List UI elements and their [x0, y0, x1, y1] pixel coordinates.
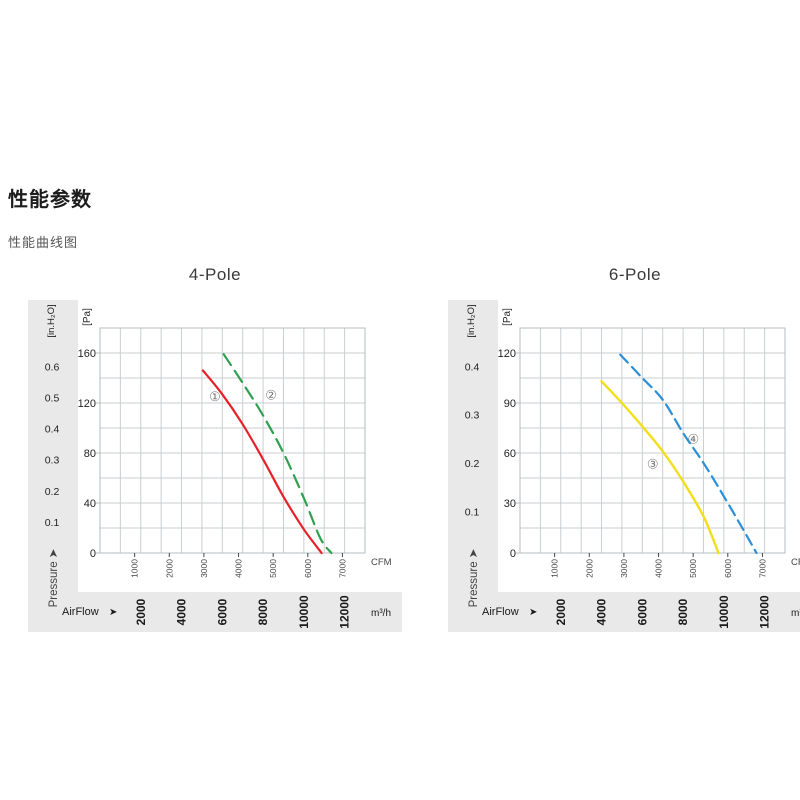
- svg-text:4000: 4000: [234, 559, 244, 578]
- cfm-unit-label: CFM: [791, 557, 800, 568]
- svg-text:160: 160: [78, 348, 96, 360]
- performance-curve-4pole: 0 40 80 120 160 [Pa] 0.1 0.2 0.3 0.4 0.5 0.6 [in.H₂O…: [28, 300, 402, 632]
- svg-text:1000: 1000: [130, 559, 140, 578]
- svg-text:5000: 5000: [268, 559, 278, 578]
- svg-text:0: 0: [90, 548, 96, 560]
- pressure-axis-label: Pressure ➤: [48, 548, 60, 607]
- svg-text:80: 80: [84, 448, 96, 460]
- inh2o-unit-label: [in.H₂O]: [46, 304, 57, 337]
- svg-text:4000: 4000: [654, 559, 664, 578]
- svg-text:0.1: 0.1: [465, 506, 480, 518]
- airflow-arrow-icon: ➤: [529, 607, 537, 618]
- airflow-unit-label: m³/h: [371, 608, 391, 619]
- performance-curve-6pole: 0 30 60 90 120 [Pa] 0.1 0.2 0.3 0.4 [in.H₂O] Pressu…: [448, 300, 800, 632]
- svg-text:40: 40: [84, 498, 96, 510]
- cfm-axis: 1000 2000 3000 4000 5000 6000 7000 CFM: [550, 553, 800, 578]
- svg-text:4000: 4000: [175, 598, 189, 625]
- svg-text:90: 90: [504, 398, 516, 410]
- svg-text:0.3: 0.3: [465, 410, 480, 422]
- svg-text:0: 0: [510, 548, 516, 560]
- svg-text:12000: 12000: [758, 595, 772, 629]
- svg-text:30: 30: [504, 498, 516, 510]
- airflow-axis-band: [28, 592, 402, 632]
- svg-text:0.2: 0.2: [45, 486, 60, 498]
- airflow-label: AirFlow: [482, 606, 519, 618]
- chart-6pole-title: 6-Pole: [608, 265, 662, 284]
- svg-text:6000: 6000: [303, 559, 313, 578]
- airflow-arrow-icon: ➤: [109, 607, 117, 618]
- airflow-axis-band: [448, 592, 800, 632]
- pa-axis: 0 40 80 120 160 [Pa]: [78, 308, 100, 560]
- curve-label-1: ③: [647, 457, 659, 472]
- inh2o-axis: 0.1 0.2 0.3 0.4 0.5 0.6 [in.H₂O]: [45, 304, 60, 529]
- airflow-label: AirFlow: [62, 606, 99, 618]
- svg-text:3000: 3000: [199, 559, 209, 578]
- svg-text:10000: 10000: [717, 595, 731, 629]
- svg-text:0.5: 0.5: [45, 392, 60, 404]
- curve-1: [600, 380, 720, 555]
- svg-text:7000: 7000: [757, 559, 767, 578]
- plot-border: [99, 327, 366, 554]
- svg-text:1000: 1000: [550, 559, 560, 578]
- svg-text:0.1: 0.1: [45, 517, 60, 529]
- svg-text:8000: 8000: [256, 598, 270, 625]
- svg-text:60: 60: [504, 448, 516, 460]
- pa-unit-label: [Pa]: [82, 308, 93, 326]
- curve-1: [201, 369, 323, 555]
- svg-text:0.3: 0.3: [45, 455, 60, 467]
- svg-text:5000: 5000: [688, 559, 698, 578]
- airflow-unit-label: m³/h: [791, 608, 800, 619]
- curve-label-2: ④: [687, 432, 699, 447]
- svg-text:8000: 8000: [676, 598, 690, 625]
- svg-text:2000: 2000: [134, 598, 148, 625]
- curve-2: [619, 353, 758, 555]
- svg-text:6000: 6000: [635, 598, 649, 625]
- chart-6pole: 6-Pole 0 30 60 90 120 [Pa] 0.1 0.2 0.3 0.4 [in.H₂O…: [442, 263, 800, 643]
- chart-4pole-title: 4-Pole: [188, 265, 242, 284]
- pressure-axis-label: Pressure ➤: [468, 548, 480, 607]
- curve-label-2: ②: [265, 388, 277, 403]
- page-title: 性能参数: [8, 189, 92, 211]
- pa-axis: 0 30 60 90 120 [Pa]: [498, 308, 520, 560]
- svg-text:6000: 6000: [723, 559, 733, 578]
- page-subtitle: 性能曲线图: [8, 235, 79, 250]
- svg-text:0.2: 0.2: [465, 458, 480, 470]
- airflow-axis: AirFlow ➤ 2000 4000 6000 8000 10000 12000 m³/h: [62, 595, 391, 629]
- svg-text:10000: 10000: [297, 595, 311, 629]
- grid: [519, 327, 786, 554]
- inh2o-unit-label: [in.H₂O]: [466, 304, 477, 337]
- svg-text:0.4: 0.4: [45, 424, 60, 436]
- svg-text:120: 120: [78, 398, 96, 410]
- svg-text:120: 120: [498, 348, 516, 360]
- chart-4pole: 4-Pole 0 40 80 120 160 [Pa] 0.1 0.2 0.3 0.4 0.5 0.6…: [22, 263, 408, 643]
- svg-text:2000: 2000: [554, 598, 568, 625]
- cfm-unit-label: CFM: [371, 557, 392, 568]
- curve-label-1: ①: [209, 389, 221, 404]
- svg-text:7000: 7000: [337, 559, 347, 578]
- curve-2: [222, 353, 333, 555]
- svg-text:6000: 6000: [215, 598, 229, 625]
- pa-unit-label: [Pa]: [502, 308, 513, 326]
- pressure-axis-band: [28, 300, 78, 632]
- svg-text:0.4: 0.4: [465, 361, 480, 373]
- svg-text:0.6: 0.6: [45, 361, 60, 373]
- svg-text:4000: 4000: [595, 598, 609, 625]
- svg-text:3000: 3000: [619, 559, 629, 578]
- grid: [99, 327, 366, 554]
- cfm-axis: 1000 2000 3000 4000 5000 6000 7000 CFM: [130, 553, 392, 578]
- pressure-axis-band: [448, 300, 498, 632]
- svg-text:12000: 12000: [338, 595, 352, 629]
- inh2o-axis: 0.1 0.2 0.3 0.4 [in.H₂O]: [465, 304, 480, 518]
- airflow-axis: AirFlow ➤ 2000 4000 6000 8000 10000 12000 m³/h: [482, 595, 800, 629]
- svg-text:2000: 2000: [584, 559, 594, 578]
- svg-text:2000: 2000: [164, 559, 174, 578]
- plot-border: [519, 327, 786, 554]
